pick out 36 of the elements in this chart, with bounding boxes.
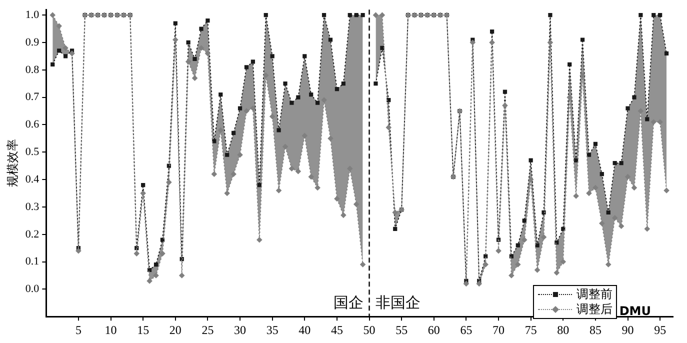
y-tick-label: 0.6 (25, 118, 40, 131)
x-tick-label: 5 (75, 322, 82, 337)
x-tick-label: 60 (428, 322, 440, 337)
x-axis-title: DMU (619, 304, 651, 318)
annotation: 非国企 (375, 294, 420, 312)
x-tick-label: 70 (492, 322, 505, 337)
x-tick-label: 35 (266, 322, 278, 337)
y-tick-label: 0.2 (25, 228, 40, 240)
x-tick-label: 20 (169, 322, 182, 337)
y-tick-label: 1.0 (25, 8, 40, 21)
x-tick-label: 55 (396, 322, 408, 337)
x-tick-label: 40 (298, 322, 311, 337)
x-tick-label: 95 (654, 322, 666, 337)
x-tick-label: 30 (234, 322, 246, 337)
y-axis-title: 规模效率 (5, 139, 20, 188)
x-tick-label: 15 (137, 322, 150, 337)
legend-label: 调整后 (576, 302, 612, 317)
x-tick-label: 25 (202, 322, 214, 337)
legend-label: 调整前 (576, 287, 612, 302)
y-tick-label: 0.1 (25, 256, 40, 268)
y-tick-label: 0.5 (25, 146, 40, 158)
x-tick-label: 65 (460, 322, 472, 337)
x-tick-label: 45 (330, 322, 343, 337)
y-tick-label: 0.8 (25, 64, 40, 76)
y-tick-label: 0.3 (25, 200, 40, 213)
y-tick-label: 0.4 (25, 173, 40, 186)
y-tick-label: 0.0 (25, 283, 40, 296)
x-tick-label: 50 (363, 322, 376, 337)
x-tick-label: 80 (557, 322, 570, 337)
x-tick-label: 90 (622, 322, 634, 337)
x-tick-label: 10 (104, 322, 117, 337)
annotation: 国企 (333, 294, 364, 312)
y-tick-label: 0.7 (25, 91, 40, 104)
y-tick-label: 0.9 (25, 36, 40, 48)
x-tick-label: 85 (589, 322, 602, 337)
x-tick-label: 75 (524, 322, 537, 337)
